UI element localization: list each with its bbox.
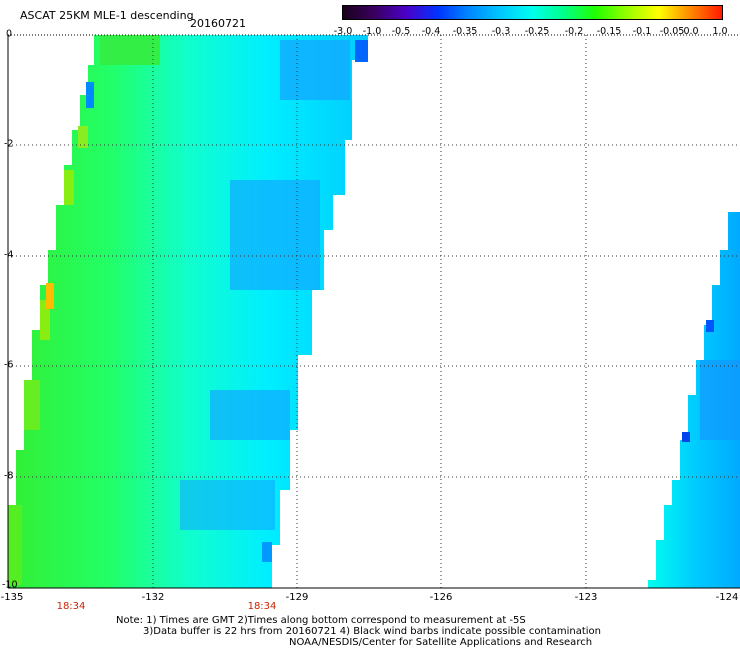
swath-patch [180,480,275,530]
swath-time-label: 18:34 [247,601,277,612]
map-date: 20160721 [190,17,246,30]
y-tick-label: -8 [4,470,14,482]
swath-time-label: 18:34 [56,601,86,612]
x-tick-label: -124 [715,592,739,603]
right-swath [648,212,740,588]
swath-patch [78,126,88,148]
map-title: ASCAT 25KM MLE-1 descending [20,9,194,22]
colorbar-label: 0.0 [683,26,699,37]
swath-patch [700,360,740,440]
swath-patch [706,320,714,332]
grid-lines [8,35,740,588]
swath-patch [280,40,350,100]
swath-patch [210,390,290,440]
colorbar-label: -0.4 [421,26,441,37]
colorbar-label: -0.05 [659,26,685,37]
swath-patch [24,380,40,430]
note-line: NOAA/NESDIS/Center for Satellite Applica… [289,637,593,648]
swath-patch [8,505,22,585]
x-tick-label: -132 [141,592,165,603]
colorbar-label: -1.0 [362,26,382,37]
note-line: 3)Data buffer is 22 hrs from 20160721 4)… [143,626,601,637]
swath-patch [100,35,160,65]
swath-patch [46,283,54,309]
swath-patch [86,82,94,108]
colorbar-label: -0.35 [452,26,478,37]
colorbar-label: -0.2 [564,26,584,37]
y-tick-label: 0 [6,28,13,40]
colorbar-label: -0.15 [596,26,622,37]
swath-patch [230,180,320,290]
swath-patch [64,170,74,205]
y-tick-label: -6 [4,359,14,371]
x-tick-label: -123 [574,592,598,603]
x-tick-label: -129 [285,592,309,603]
colorbar-label: -0.1 [632,26,652,37]
swath-patch [355,40,368,62]
y-tick-label: -4 [4,249,14,261]
x-tick-label: -126 [429,592,453,603]
colorbar-label: -0.5 [391,26,411,37]
y-tick-label: -10 [2,579,18,591]
note-line: Note: 1) Times are GMT 2)Times along bot… [116,615,526,626]
colorbar [342,5,723,20]
swath-patch [40,300,50,340]
colorbar-label: 1.0 [712,26,728,37]
y-tick-label: -2 [4,138,14,150]
x-tick-label: -135 [0,592,24,603]
swath-patch [682,432,690,442]
colorbar-label: -0.3 [491,26,511,37]
swath-patch [262,542,272,562]
colorbar-label: -3.0 [333,26,353,37]
left-swath [8,35,368,588]
colorbar-label: -0.25 [524,26,550,37]
colorbar-labels: -3.0 -1.0 -0.5 -0.4 -0.35 -0.3 -0.25 -0.… [334,26,730,38]
